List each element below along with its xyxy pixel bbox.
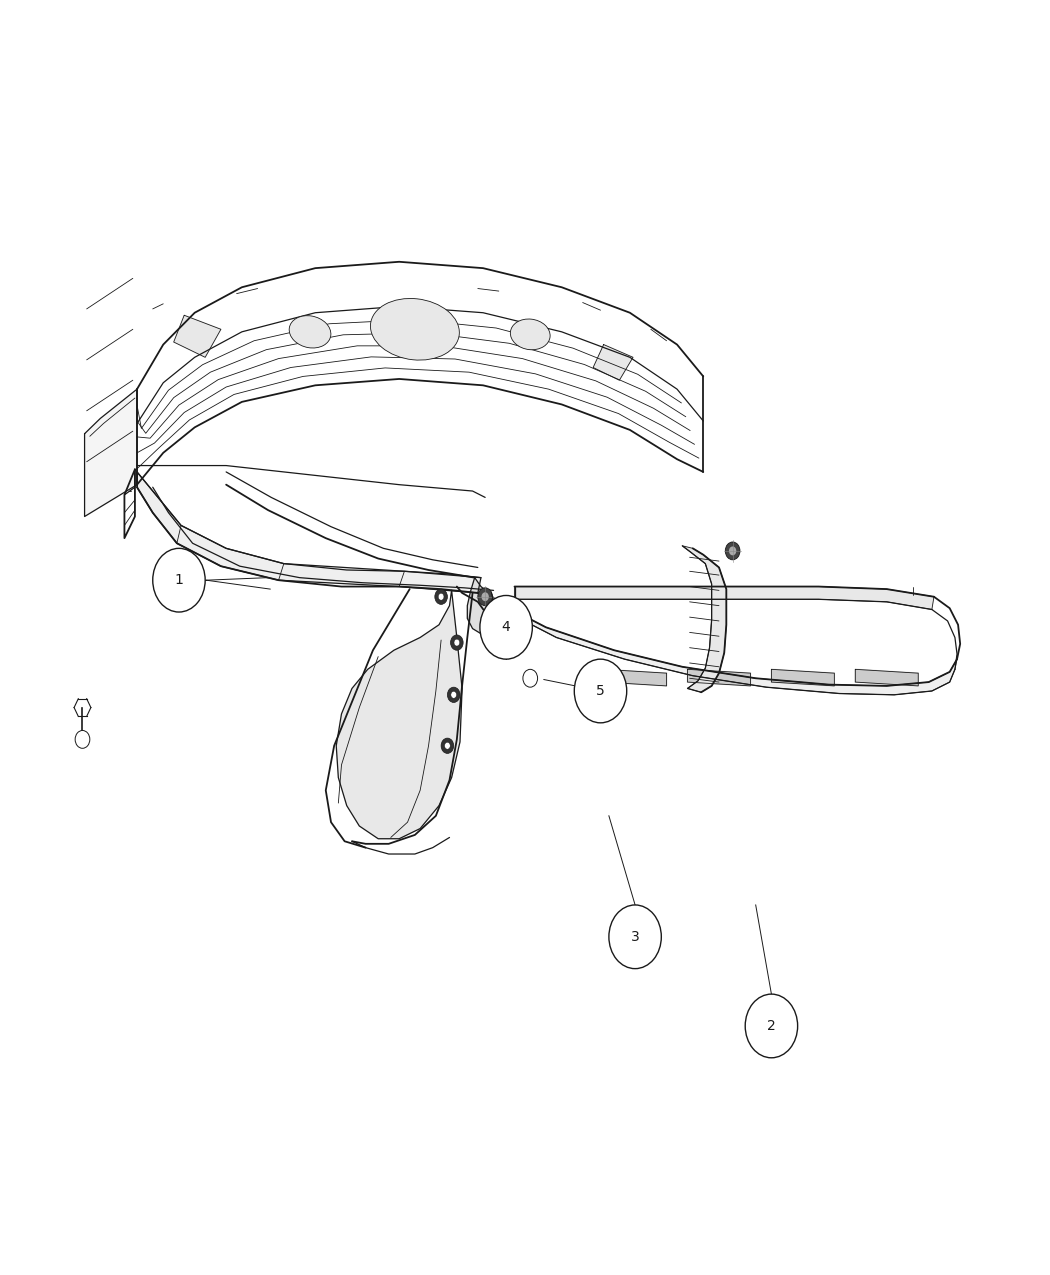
Polygon shape <box>173 315 220 357</box>
Ellipse shape <box>371 298 459 360</box>
Circle shape <box>609 905 662 969</box>
Text: 4: 4 <box>502 621 510 634</box>
Polygon shape <box>467 578 502 634</box>
Polygon shape <box>85 389 136 516</box>
Circle shape <box>152 548 205 612</box>
Polygon shape <box>772 669 835 686</box>
Polygon shape <box>136 472 481 593</box>
Polygon shape <box>682 546 727 692</box>
Circle shape <box>447 687 460 703</box>
Circle shape <box>478 588 492 606</box>
Polygon shape <box>856 669 919 686</box>
Text: 3: 3 <box>631 929 639 944</box>
Polygon shape <box>514 586 933 609</box>
Circle shape <box>729 547 736 556</box>
Ellipse shape <box>289 316 331 348</box>
Circle shape <box>454 639 460 646</box>
Polygon shape <box>336 590 462 839</box>
Circle shape <box>490 618 498 627</box>
Text: 2: 2 <box>768 1019 776 1033</box>
Ellipse shape <box>510 319 550 349</box>
Circle shape <box>450 635 463 650</box>
Circle shape <box>450 691 457 699</box>
Text: 5: 5 <box>596 683 605 697</box>
Circle shape <box>482 593 489 602</box>
Circle shape <box>438 593 444 601</box>
Circle shape <box>435 589 447 604</box>
Circle shape <box>76 731 90 748</box>
Circle shape <box>480 595 532 659</box>
Polygon shape <box>478 593 957 695</box>
Circle shape <box>726 542 740 560</box>
Circle shape <box>574 659 627 723</box>
Polygon shape <box>688 669 751 686</box>
Circle shape <box>486 613 501 631</box>
Circle shape <box>746 994 798 1058</box>
Circle shape <box>444 742 450 750</box>
Circle shape <box>523 669 538 687</box>
Polygon shape <box>593 344 633 380</box>
Circle shape <box>441 738 454 754</box>
Text: 1: 1 <box>174 574 184 588</box>
Polygon shape <box>604 669 667 686</box>
